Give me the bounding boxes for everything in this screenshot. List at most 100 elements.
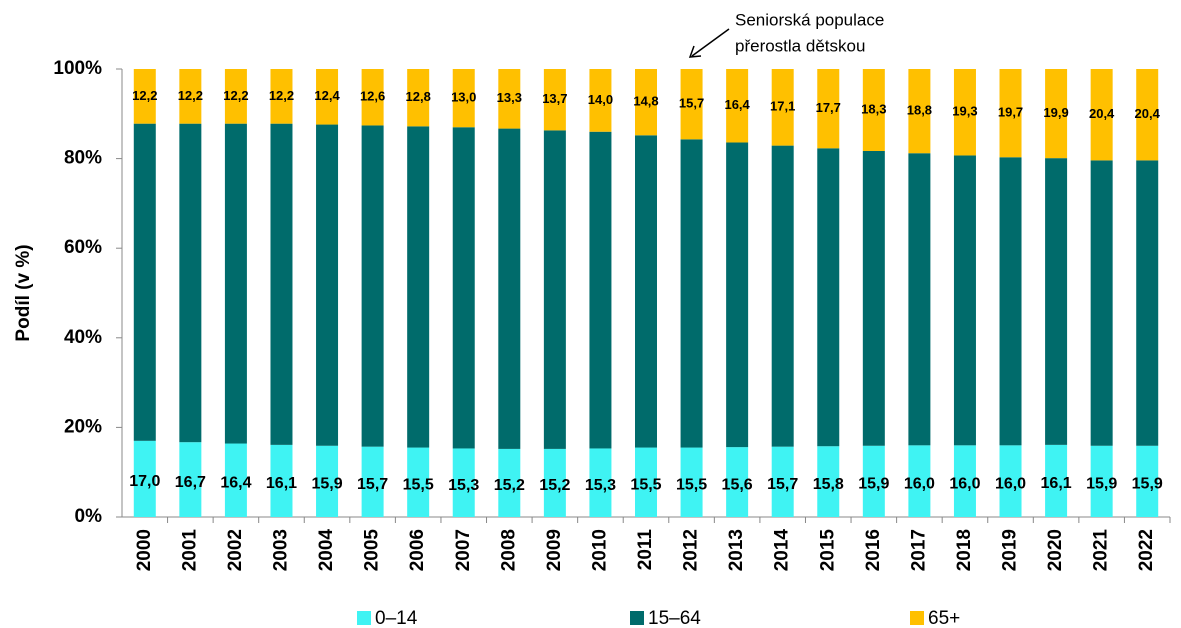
legend-label: 65+ [928, 608, 960, 628]
value-label: 17,7 [816, 100, 841, 115]
value-label: 16,1 [266, 475, 297, 492]
bar-segment [908, 153, 931, 446]
x-tick-label: 2007 [453, 529, 474, 571]
bar-segment [635, 447, 657, 517]
value-label: 12,2 [132, 88, 157, 103]
bar-segment [316, 445, 339, 517]
bar-segment [270, 69, 293, 124]
x-tick-label: 2014 [772, 529, 793, 572]
x-tick-label: 2019 [1000, 529, 1021, 571]
bar-segment [635, 69, 657, 136]
value-label: 17,1 [770, 99, 795, 114]
y-tick-label: 80% [64, 148, 102, 169]
bar-segment [680, 69, 703, 140]
value-label: 12,2 [178, 88, 203, 103]
bar-segment [1136, 160, 1159, 446]
x-tick-label: 2011 [635, 529, 656, 571]
bar-segment [589, 69, 612, 132]
value-label: 15,9 [1086, 476, 1117, 493]
bar-segment [726, 69, 749, 143]
value-label: 12,8 [406, 89, 431, 104]
value-label: 17,0 [129, 473, 160, 490]
value-label: 13,7 [542, 91, 567, 106]
bar-segment [635, 135, 657, 448]
value-label: 15,5 [403, 476, 434, 493]
bar-segment [726, 447, 749, 517]
bar-segment [407, 69, 430, 127]
bar-segment [908, 69, 931, 154]
bar-segment [1136, 69, 1159, 161]
bar-segment [452, 127, 475, 449]
bar-segment [179, 442, 202, 517]
value-label: 15,9 [858, 476, 889, 493]
value-label: 15,7 [767, 476, 798, 493]
value-label: 15,3 [448, 477, 479, 494]
bar-segment [1090, 160, 1113, 446]
bar-segment [498, 69, 521, 129]
bar-segment [589, 448, 612, 517]
bar-segment [999, 157, 1022, 446]
value-label: 15,6 [722, 476, 753, 493]
bar-segment [179, 69, 202, 124]
value-label: 15,2 [494, 477, 525, 494]
value-label: 16,4 [220, 474, 251, 491]
annotation-arrow [691, 28, 730, 57]
bar-segment [133, 123, 156, 441]
bar-segment [999, 445, 1022, 517]
value-label: 12,4 [314, 88, 340, 103]
value-label: 18,3 [861, 101, 886, 116]
bar-segment [1090, 445, 1113, 517]
bar-segment [862, 150, 885, 446]
value-label: 20,4 [1135, 106, 1161, 121]
bar-segment [407, 126, 430, 448]
x-tick-label: 2012 [681, 529, 702, 571]
y-tick-label: 0% [75, 506, 103, 527]
y-tick-label: 100% [53, 58, 102, 79]
value-label: 13,0 [451, 90, 476, 105]
value-label: 15,8 [813, 476, 844, 493]
bar-segment [133, 440, 156, 517]
x-tick-label: 2020 [1045, 529, 1066, 571]
bar-segment [543, 130, 566, 449]
annotation: přerostla dětskou [735, 36, 865, 55]
bar-segment [862, 445, 885, 517]
value-label: 15,9 [311, 476, 342, 493]
value-label: 15,9 [1132, 476, 1163, 493]
value-label: 12,2 [269, 88, 294, 103]
arrow-head [688, 45, 702, 58]
x-tick-label: 2002 [225, 529, 246, 571]
bar-segment [270, 444, 293, 517]
value-label: 14,8 [633, 94, 658, 109]
annotation: Seniorská populace [735, 10, 884, 29]
x-tick-label: 2003 [270, 529, 291, 571]
value-label: 19,9 [1043, 105, 1068, 120]
value-label: 12,2 [223, 88, 248, 103]
x-tick-label: 2000 [134, 529, 155, 571]
legend-swatch [630, 611, 644, 625]
bar-segment [726, 142, 749, 448]
value-label: 16,1 [1041, 475, 1072, 492]
x-tick-label: 2004 [316, 529, 337, 572]
y-tick-label: 60% [64, 237, 102, 258]
bar-segment [452, 69, 475, 128]
x-tick-label: 2010 [589, 529, 610, 571]
value-label: 15,7 [679, 96, 704, 111]
value-label: 13,3 [497, 90, 522, 105]
legend-swatch [910, 611, 924, 625]
x-tick-label: 2022 [1136, 529, 1157, 571]
value-label: 14,0 [588, 92, 613, 107]
bar-segment [1136, 445, 1159, 517]
value-label: 12,6 [360, 89, 385, 104]
bar-segment [817, 446, 840, 517]
y-axis-title: Podíl (v %) [13, 244, 34, 341]
value-label: 20,4 [1089, 106, 1115, 121]
value-label: 15,5 [676, 476, 707, 493]
value-label: 15,7 [357, 476, 388, 493]
bar-segment [224, 69, 247, 124]
value-label: 16,4 [724, 97, 750, 112]
value-label: 16,0 [949, 475, 980, 492]
bar-segment [999, 69, 1022, 158]
bar-segment [316, 124, 339, 446]
bar-segment [953, 69, 976, 156]
y-tick-label: 40% [64, 327, 102, 348]
